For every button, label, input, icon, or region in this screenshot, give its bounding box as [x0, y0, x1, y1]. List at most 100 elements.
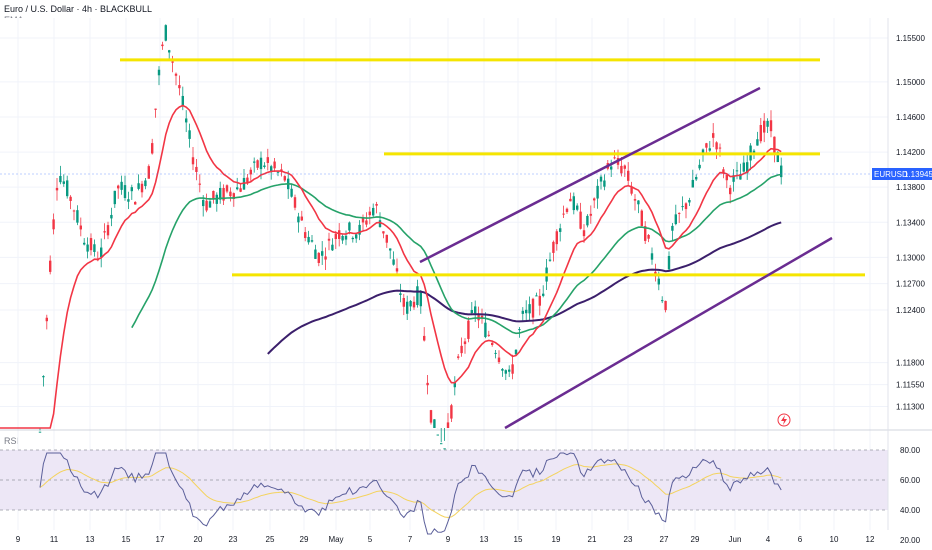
- candle: [239, 184, 242, 193]
- candle: [93, 239, 96, 257]
- candle: [100, 238, 103, 268]
- candle: [596, 179, 599, 209]
- candle: [368, 206, 371, 225]
- candle: [191, 147, 195, 171]
- candle: [433, 419, 436, 428]
- candle: [528, 296, 531, 321]
- time-tick: 11: [50, 535, 59, 544]
- time-tick: 4: [766, 535, 771, 544]
- candle: [406, 295, 409, 321]
- candle: [576, 203, 579, 212]
- candle: [212, 190, 215, 204]
- candle: [780, 157, 783, 185]
- candle: [429, 409, 433, 425]
- candle: [627, 162, 630, 186]
- channel-lower-line[interactable]: [504, 236, 833, 430]
- candle: [446, 413, 450, 428]
- time-tick: 6: [798, 535, 803, 544]
- lightning-icon[interactable]: [777, 413, 791, 427]
- price-pane: [0, 18, 888, 428]
- candle: [130, 184, 133, 200]
- candle: [756, 131, 759, 146]
- time-tick: 19: [552, 535, 561, 544]
- candle: [460, 337, 463, 357]
- candle: [134, 201, 137, 205]
- candle: [86, 237, 89, 259]
- candle: [69, 195, 72, 210]
- candle: [280, 163, 283, 177]
- price-tick: 1.13400: [896, 218, 925, 227]
- candle: [59, 165, 62, 185]
- candle: [525, 300, 528, 321]
- time-tick: 13: [480, 535, 489, 544]
- candle: [705, 142, 708, 155]
- candle: [321, 241, 324, 265]
- price-axis[interactable]: 1.15500 1.15000 1.14600 1.14200 1.13800 1.134…: [896, 34, 925, 412]
- candle: [110, 207, 113, 227]
- time-axis[interactable]: 9 11 13 15 17 20 23 25 29 May 5 7 9 13 15 19 21 23 27 29 Jun…: [16, 535, 875, 544]
- candle: [157, 66, 161, 86]
- candle: [297, 212, 300, 233]
- candle: [409, 299, 412, 312]
- candle: [389, 248, 392, 259]
- candle: [123, 175, 127, 201]
- candle: [440, 428, 443, 445]
- price-tick: 1.14200: [896, 148, 925, 157]
- candle: [766, 118, 769, 134]
- candle: [222, 184, 225, 205]
- candle: [140, 180, 144, 198]
- time-tick: 23: [229, 535, 238, 544]
- candle: [691, 169, 694, 188]
- candle: [603, 174, 606, 191]
- candle: [480, 308, 484, 324]
- candle: [137, 174, 140, 191]
- candle: [117, 184, 120, 199]
- candle: [674, 204, 677, 226]
- candle: [487, 330, 490, 337]
- candle: [467, 317, 470, 343]
- candle: [45, 314, 48, 330]
- candle: [399, 283, 402, 303]
- candle: [42, 375, 45, 387]
- candle: [715, 141, 718, 160]
- candle: [55, 178, 59, 201]
- candle: [106, 221, 110, 240]
- candle: [453, 376, 456, 396]
- candle: [419, 290, 422, 314]
- candle: [650, 247, 654, 265]
- candle: [89, 233, 93, 256]
- time-tick: 9: [446, 535, 451, 544]
- candle: [586, 214, 589, 228]
- candle: [317, 252, 320, 267]
- candle: [154, 108, 157, 118]
- candle: [127, 191, 130, 210]
- rsi-tick: 80.00: [900, 446, 921, 455]
- candle: [443, 428, 446, 450]
- candle: [599, 174, 603, 190]
- candle: [341, 234, 344, 244]
- candle: [331, 238, 334, 251]
- candle: [62, 174, 65, 187]
- candle: [195, 159, 198, 181]
- candle: [168, 49, 171, 59]
- candle: [103, 223, 106, 240]
- candle: [205, 193, 208, 213]
- time-tick: Jun: [729, 535, 742, 544]
- time-tick: 7: [408, 535, 413, 544]
- channel-upper-line[interactable]: [419, 86, 761, 264]
- candle: [725, 173, 728, 189]
- price-tick: 1.13000: [896, 253, 925, 262]
- price-tick: 1.15000: [896, 78, 925, 87]
- horizontal-levels[interactable]: [120, 58, 865, 277]
- candle: [470, 302, 473, 316]
- candle: [412, 296, 416, 310]
- price-tick: 1.11300: [896, 403, 925, 412]
- price-tick: 1.12700: [896, 280, 925, 289]
- candle: [484, 312, 487, 339]
- rsi-tick: 40.00: [900, 506, 921, 515]
- price-tick: 1.14600: [896, 113, 925, 122]
- candle: [569, 192, 572, 202]
- price-tick: 1.11550: [896, 381, 925, 390]
- candle: [236, 177, 239, 191]
